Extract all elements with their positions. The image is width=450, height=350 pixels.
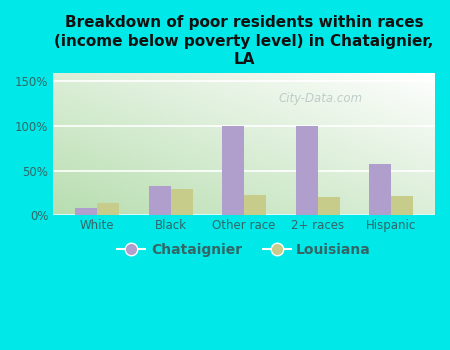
Text: City-Data.com: City-Data.com <box>279 92 363 105</box>
Bar <box>222 126 244 215</box>
Bar <box>318 197 340 215</box>
Bar <box>369 164 391 215</box>
Bar <box>391 196 413 215</box>
Bar <box>97 203 119 215</box>
Bar <box>244 195 266 215</box>
Bar <box>148 186 171 215</box>
Bar <box>171 189 193 215</box>
Bar <box>296 126 318 215</box>
Bar <box>75 208 97 215</box>
Title: Breakdown of poor residents within races
(income below poverty level) in Chataig: Breakdown of poor residents within races… <box>54 15 434 67</box>
Legend: Chataignier, Louisiana: Chataignier, Louisiana <box>112 237 376 262</box>
